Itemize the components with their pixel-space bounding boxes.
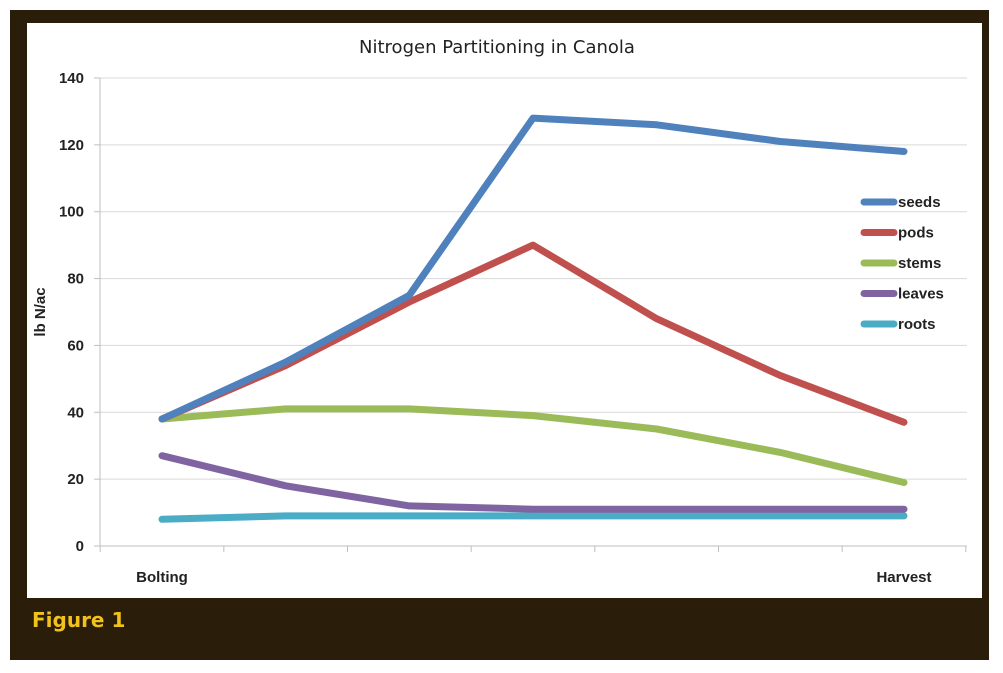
legend-label-roots: roots [898, 316, 936, 333]
chart-title: Nitrogen Partitioning in Canola [359, 37, 635, 58]
y-tick-label: 20 [67, 471, 84, 488]
x-tick-label: Harvest [876, 569, 931, 586]
y-tick-label: 80 [67, 271, 84, 288]
series-line-stems [158, 405, 908, 486]
legend-label-stems: stems [898, 255, 941, 272]
y-tick-label: 140 [59, 70, 84, 87]
series-line-roots [158, 512, 908, 523]
figure-caption: Figure 1 [32, 608, 126, 632]
series-line-seeds [158, 114, 908, 423]
series-line-pods [158, 241, 908, 426]
figure-border: Figure 1 [10, 10, 989, 660]
x-tick-label: Bolting [136, 569, 188, 586]
x-tick-labels: Bolting Harvest [136, 569, 931, 586]
y-tick-label: 0 [76, 538, 84, 555]
chart-panel [27, 23, 982, 598]
legend: seeds pods stems leaves roots [860, 194, 944, 333]
axes [94, 77, 967, 552]
series-lines [158, 114, 908, 523]
y-tick-label: 40 [67, 404, 84, 421]
y-tick-label: 60 [67, 337, 84, 354]
legend-label-seeds: seeds [898, 194, 941, 211]
y-tick-labels: 0 20 40 60 80 100 120 140 [59, 70, 84, 555]
y-tick-label: 100 [59, 204, 84, 221]
series-line-leaves [158, 452, 908, 513]
legend-label-leaves: leaves [898, 286, 944, 303]
legend-label-pods: pods [898, 225, 934, 242]
y-axis-label: lb N/ac [32, 287, 49, 336]
y-tick-label: 120 [59, 137, 84, 154]
